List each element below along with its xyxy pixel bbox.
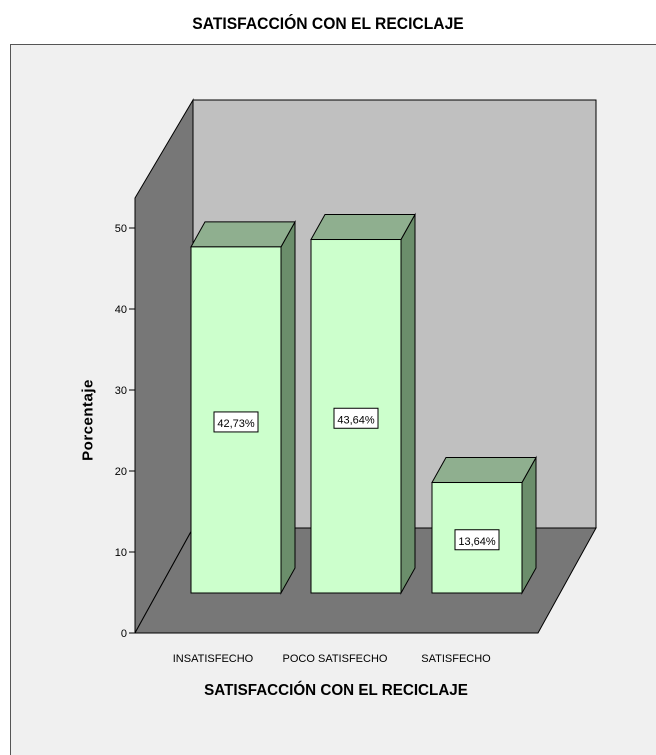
x-tick-label-1: INSATISFECHO [173, 653, 254, 665]
bar-side-2 [400, 212, 416, 595]
x-tick-label-3: SATISFECHO [421, 653, 491, 665]
bar-top-3 [431, 457, 537, 484]
y-axis-label: Porcentaje [79, 379, 97, 461]
data-label-1: 42,73% [217, 418, 255, 430]
data-label-3: 13,64% [458, 536, 496, 548]
data-label-box-2 [333, 407, 379, 429]
y-tick-label-30: 30 [115, 385, 127, 397]
y-tick-label-50: 50 [115, 223, 127, 235]
data-label-2: 43,64% [337, 414, 375, 426]
chart-title: SATISFACCIÓN CON EL RECICLAJE [192, 14, 464, 33]
y-tick-label-10: 10 [115, 547, 127, 559]
bar-side-1 [280, 219, 296, 595]
bar-top-2 [310, 214, 416, 241]
bar-top-1 [190, 221, 296, 248]
x-axis-label: SATISFACCIÓN CON EL RECICLAJE [204, 682, 468, 699]
y-tick-label-20: 20 [115, 466, 127, 478]
data-label-box-1 [213, 411, 259, 433]
y-tick-label-40: 40 [115, 304, 127, 316]
data-label-box-3 [454, 529, 500, 551]
x-tick-label-2: POCO SATISFECHO [283, 653, 388, 665]
y-tick-label-0: 0 [121, 628, 127, 640]
